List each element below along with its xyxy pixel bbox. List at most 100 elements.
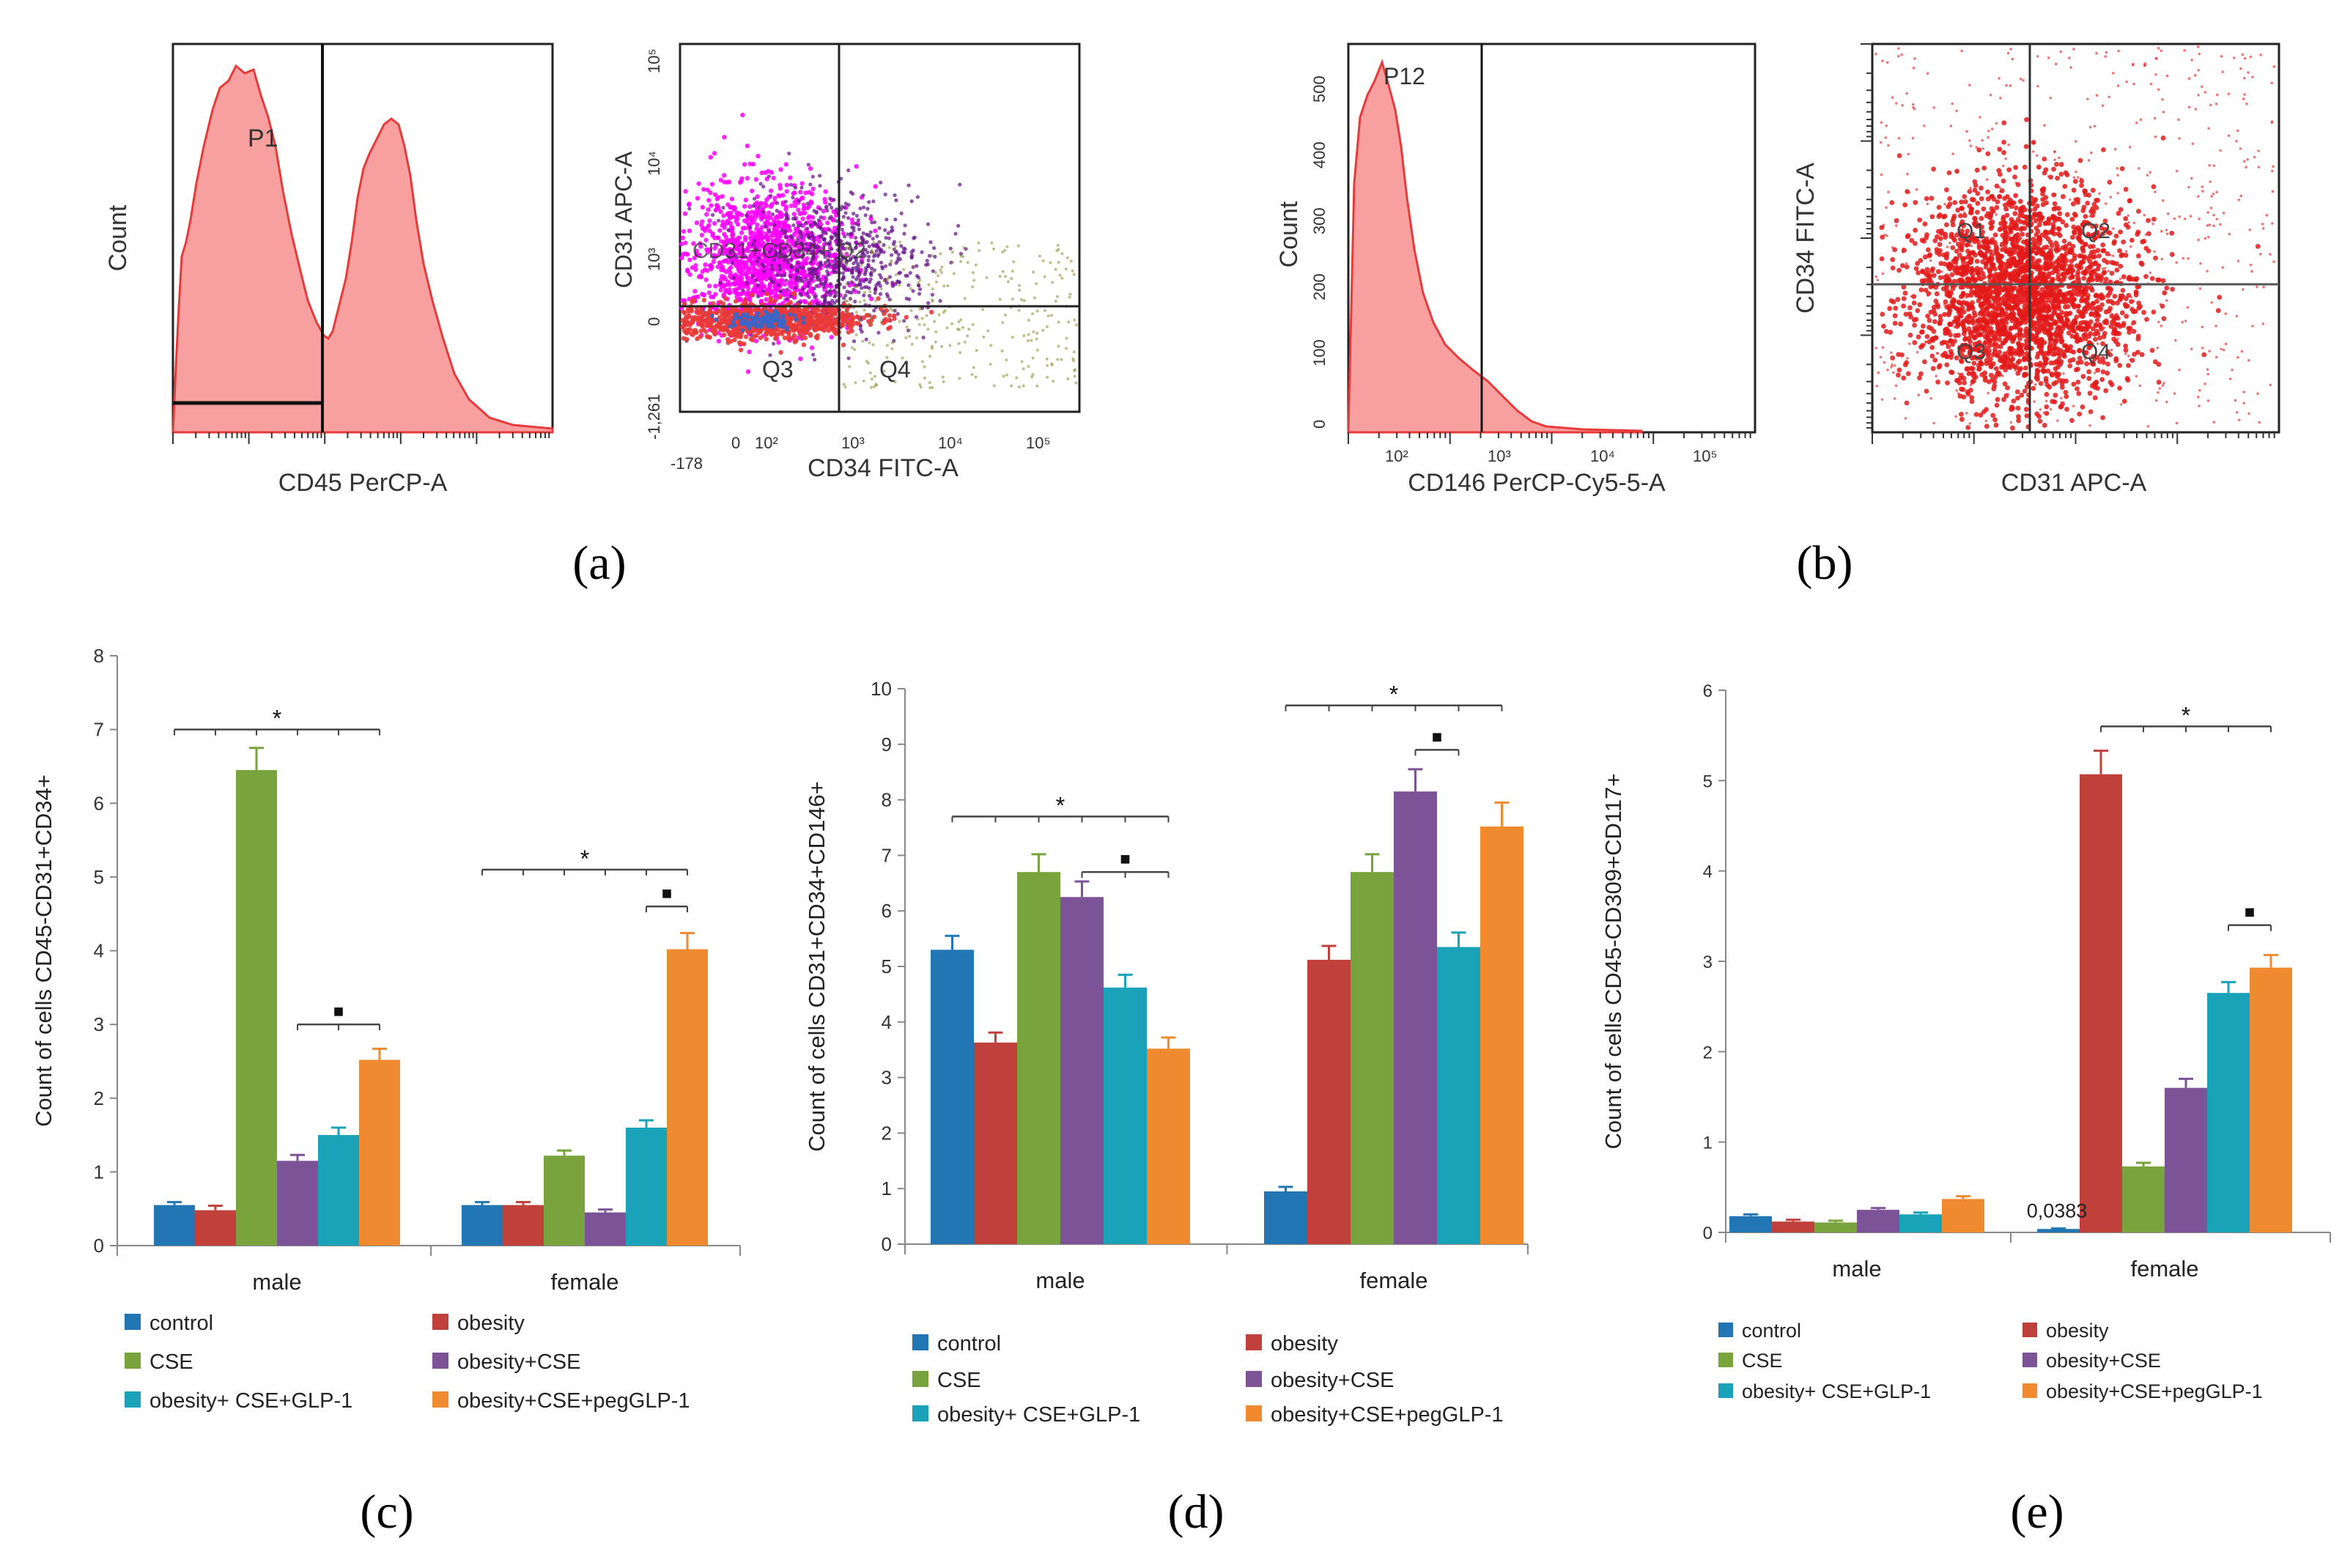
dot-a-point xyxy=(831,209,836,214)
dot-a-point xyxy=(895,311,900,316)
dot-a-point xyxy=(718,281,723,285)
dot-a-point xyxy=(799,293,804,297)
dot-b-point xyxy=(2051,166,2056,172)
dot-b-point xyxy=(1979,185,1984,191)
dot-b-point xyxy=(1997,226,2003,232)
dot-a-point xyxy=(823,189,828,194)
dot-a-point xyxy=(745,176,750,181)
dot-a-point xyxy=(824,290,829,295)
dot-a-point xyxy=(692,328,698,333)
dot-a-point xyxy=(841,271,846,275)
dot-a-point xyxy=(769,279,774,284)
dot-a-point xyxy=(950,322,954,325)
dot-a-point xyxy=(850,225,854,229)
dot-a-point xyxy=(950,251,954,254)
dot-a-point xyxy=(807,311,812,317)
dot-a-point xyxy=(934,340,937,344)
dot-b-point xyxy=(2091,243,2096,249)
dot-a-point xyxy=(768,313,773,318)
dot-b-point xyxy=(1881,323,1886,329)
dot-a-point xyxy=(882,243,886,248)
dot-a-point xyxy=(810,174,815,179)
dot-a-point xyxy=(700,204,706,210)
dot-a-point xyxy=(972,278,976,282)
dot-a-point xyxy=(747,267,752,273)
dot-a-point xyxy=(1073,374,1076,378)
dot-a-point xyxy=(959,259,963,263)
dot-a-point xyxy=(745,314,750,319)
dot-a-point xyxy=(1006,280,1010,284)
dot-a-point xyxy=(788,274,793,278)
dot-a-point xyxy=(923,323,926,327)
dot-a-point xyxy=(822,299,827,303)
dot-a-point xyxy=(819,226,823,230)
dot-a-point xyxy=(1015,376,1019,380)
dot-a-point xyxy=(846,215,851,221)
dot-a-point xyxy=(706,207,711,212)
dot-a-point xyxy=(805,215,811,221)
dot-a-point xyxy=(808,182,813,187)
dot-a-point xyxy=(686,202,692,207)
dot-a-point xyxy=(703,317,709,323)
dot-a-point xyxy=(722,135,727,140)
dot-a-point xyxy=(847,303,851,306)
dot-a-point xyxy=(862,379,865,382)
dot-a-point xyxy=(886,326,891,331)
dot-a-point xyxy=(1058,273,1062,277)
dot-a-point xyxy=(692,255,697,261)
dot-b-point xyxy=(2117,248,2122,254)
dot-a-point xyxy=(893,217,898,222)
dot-b-point xyxy=(1929,214,1935,220)
dot-a-point xyxy=(796,234,801,240)
dot-a-point xyxy=(827,228,832,232)
dot-b-point xyxy=(1896,267,1902,273)
dot-b-point xyxy=(1931,273,1937,278)
dot-a-point xyxy=(745,323,750,328)
dot-a-point xyxy=(819,215,823,220)
dot-b-point xyxy=(2014,238,2020,244)
dot-b-point xyxy=(2085,200,2091,206)
dot-a-point xyxy=(1041,328,1045,332)
dot-b-point xyxy=(1946,170,1952,176)
dot-a-point xyxy=(904,314,909,320)
dot-a-point xyxy=(768,188,774,193)
dot-a-point xyxy=(755,194,760,199)
dot-a-point xyxy=(716,339,722,344)
dot-a-point xyxy=(989,344,993,347)
dot-a-point xyxy=(890,284,895,289)
dot-a-point xyxy=(829,259,834,265)
dot-a-point xyxy=(871,343,875,347)
hist-a-ticks xyxy=(172,432,550,444)
dot-b-point xyxy=(1929,344,1935,350)
dot-a-point xyxy=(860,330,864,334)
dot-a-point xyxy=(854,213,859,218)
dot-a-point xyxy=(1031,373,1035,377)
dot-b-point xyxy=(2112,293,2118,299)
dot-a-point xyxy=(748,225,753,230)
dot-a-point xyxy=(1054,267,1057,271)
dot-a-point xyxy=(749,188,755,193)
dot-a-point xyxy=(890,281,895,285)
dot-a-point xyxy=(961,255,965,259)
dot-b-point xyxy=(2146,248,2151,254)
dot-a-point xyxy=(1011,336,1014,339)
dot-b-point xyxy=(1931,166,1936,172)
dot-a-point xyxy=(879,260,884,265)
dot-b-point xyxy=(2135,336,2141,341)
dot-a-point xyxy=(977,241,980,245)
dot-a-point xyxy=(718,287,723,293)
dot-a-point xyxy=(764,203,769,208)
dot-a-point xyxy=(1069,259,1073,263)
dot-a-point xyxy=(871,199,876,204)
dot-a-point xyxy=(1038,254,1041,258)
dot-a-point xyxy=(1046,375,1049,379)
dot-a-point xyxy=(803,221,808,226)
dot-a-point xyxy=(1032,330,1035,333)
dot-a-point xyxy=(788,182,794,187)
dot-a-point xyxy=(971,271,975,275)
dot-b-point xyxy=(2103,276,2109,282)
dot-a-point xyxy=(683,240,688,245)
dot-a-point xyxy=(709,314,714,319)
dot-a-point xyxy=(861,193,865,198)
dot-b-point xyxy=(1895,297,1901,303)
